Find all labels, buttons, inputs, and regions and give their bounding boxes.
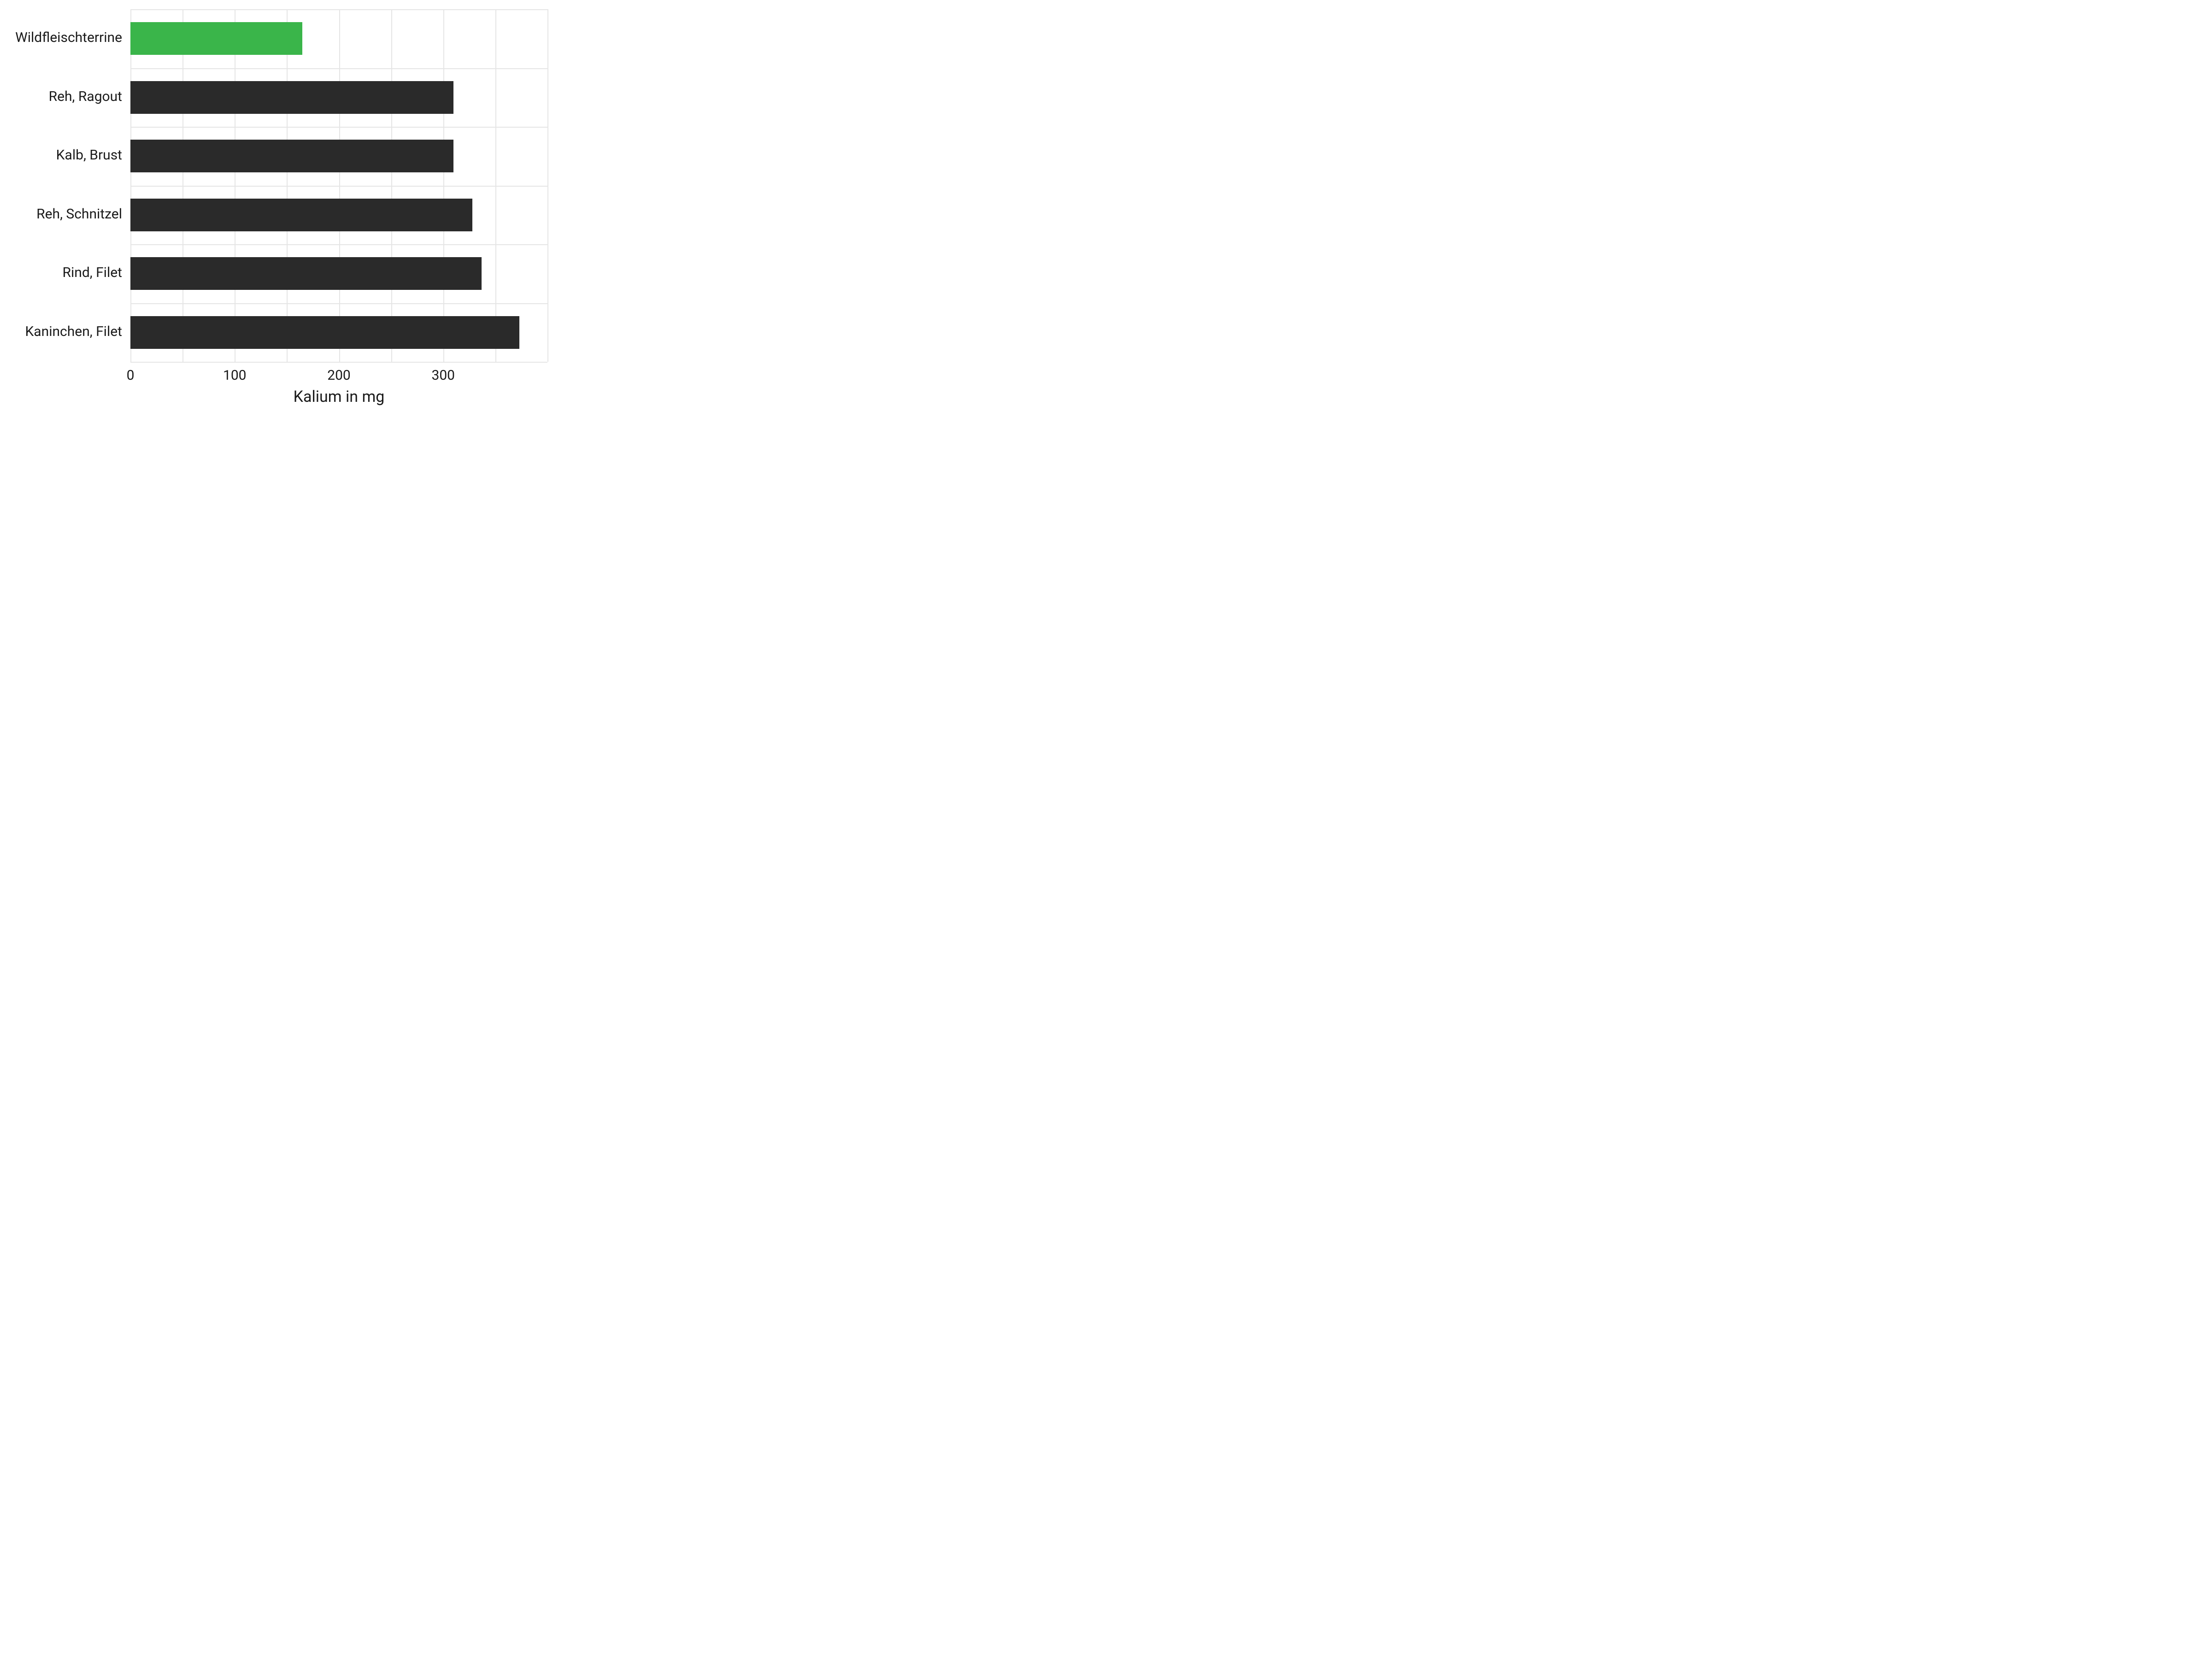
grid-line-horizontal [130,9,547,10]
y-axis-category-label: Wildfleischterrine [15,29,122,46]
y-axis-category-label: Kalb, Brust [56,147,122,163]
plot-area [130,9,547,362]
bar [130,22,302,55]
bar [130,316,519,349]
y-axis-category-label: Rind, Filet [62,265,122,281]
horizontal-bar-chart: Wildfleischterrine Reh, Ragout Kalb, Brust… [0,0,553,415]
bar [130,140,453,172]
grid-line-horizontal [130,127,547,128]
grid-line-horizontal [130,244,547,245]
y-axis-category-label: Reh, Schnitzel [36,206,122,222]
x-axis-tick-label: 300 [431,367,455,383]
x-axis-tick-label: 200 [327,367,351,383]
bar [130,257,482,290]
x-axis-tick-label: 100 [223,367,247,383]
y-axis-category-label: Reh, Ragout [49,88,122,105]
bar [130,81,453,114]
bar [130,199,472,231]
grid-line-horizontal [130,303,547,304]
grid-line-horizontal [130,186,547,187]
grid-line-horizontal [130,362,547,363]
x-axis-tick-label: 0 [127,367,135,383]
x-axis-title: Kalium in mg [294,388,385,406]
grid-line-horizontal [130,68,547,69]
y-axis-category-label: Kaninchen, Filet [25,324,122,340]
grid-line-vertical [547,9,548,362]
